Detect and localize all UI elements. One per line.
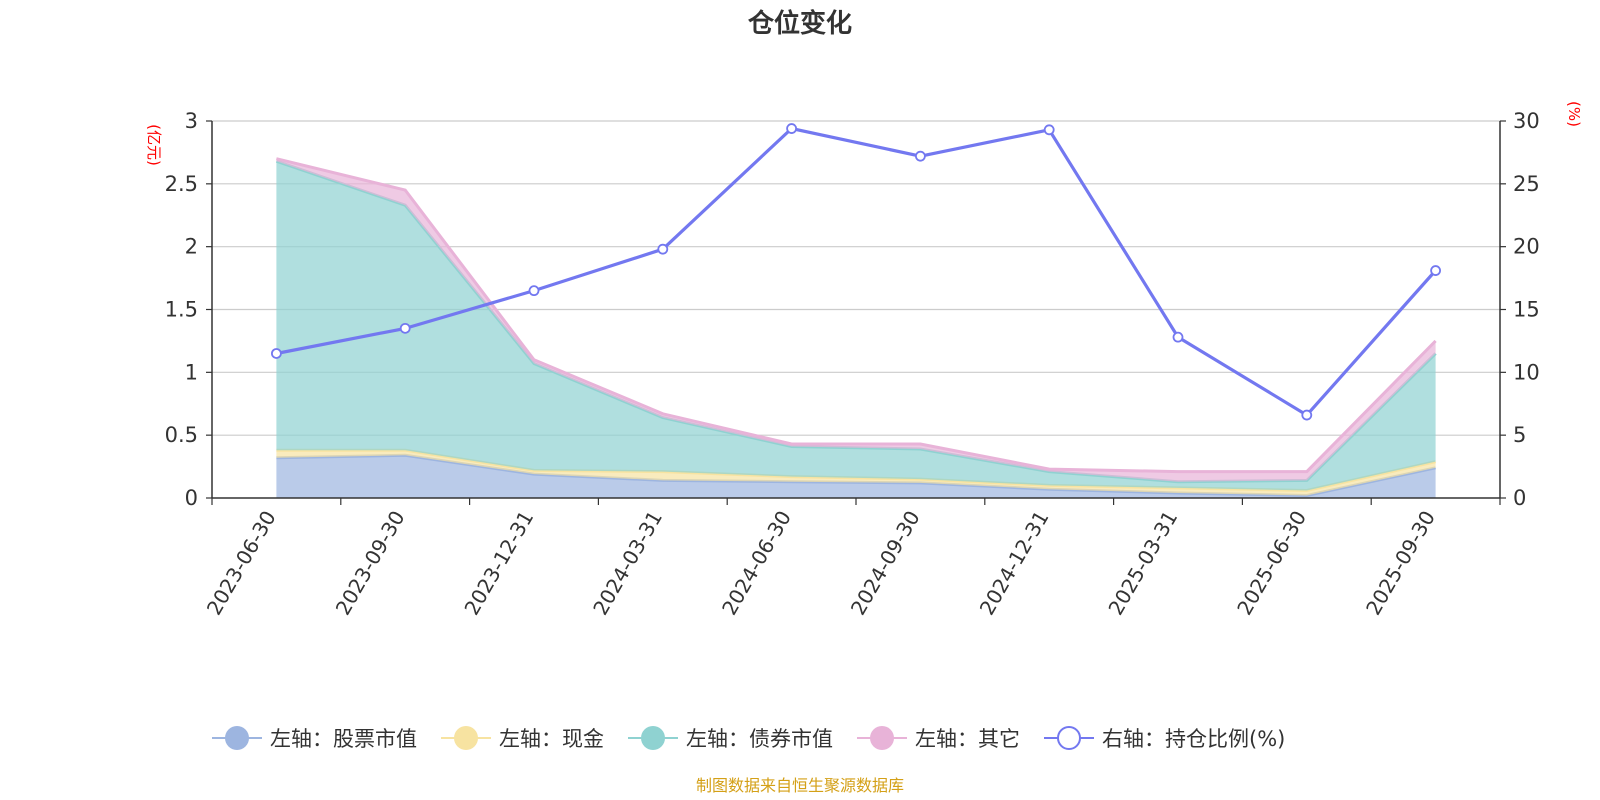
x-tick-label: 2024-12-31 bbox=[975, 507, 1054, 620]
ratio-line bbox=[270, 123, 1441, 421]
area-series-4 bbox=[276, 158, 1436, 482]
left-tick-label: 3 bbox=[185, 109, 198, 133]
legend-label: 左轴：股票市值 bbox=[270, 727, 417, 751]
area-series-2 bbox=[276, 450, 1436, 496]
ratio-point bbox=[270, 348, 282, 359]
legend-item-4[interactable]: 左轴：其它 bbox=[857, 726, 1020, 751]
left-tick-label: 2.5 bbox=[165, 172, 198, 196]
left-tick-label: 2 bbox=[185, 235, 198, 259]
area-series-4-edge bbox=[276, 157, 1437, 474]
left-tick-label: 0.5 bbox=[165, 423, 198, 447]
x-tick-label: 2025-03-31 bbox=[1103, 507, 1182, 620]
legend-item-2[interactable]: 左轴：现金 bbox=[441, 726, 604, 751]
legend: 左轴：股票市值 左轴：现金 左轴：债券市值 左轴：其它 右轴：持仓比例(%) bbox=[212, 726, 1285, 751]
legend-label: 左轴：债券市值 bbox=[686, 727, 833, 751]
right-tick-label: 30 bbox=[1513, 109, 1540, 133]
legend-marker bbox=[225, 726, 249, 750]
right-tick-label: 15 bbox=[1513, 298, 1540, 322]
ratio-point bbox=[915, 150, 926, 162]
ratio-point bbox=[1172, 331, 1184, 343]
x-tick-label: 2025-09-30 bbox=[1361, 507, 1440, 620]
x-tick-label: 2024-03-31 bbox=[588, 507, 667, 620]
ratio-point bbox=[399, 322, 411, 334]
left-axis-unit: (亿元) bbox=[145, 124, 163, 166]
x-tick-label: 2023-06-30 bbox=[202, 507, 281, 620]
legend-item-5[interactable]: 右轴：持仓比例(%) bbox=[1044, 726, 1285, 751]
ratio-line-path bbox=[276, 126, 1437, 417]
stacked-areas bbox=[275, 157, 1437, 498]
x-tick-label: 2024-09-30 bbox=[846, 507, 925, 620]
x-tick-label: 2024-06-30 bbox=[717, 507, 796, 620]
source-note: 制图数据来自恒生聚源数据库 bbox=[696, 776, 904, 795]
left-tick-label: 1.5 bbox=[165, 298, 198, 322]
ratio-point bbox=[657, 243, 669, 255]
legend-label: 左轴：其它 bbox=[915, 727, 1020, 751]
right-tick-label: 5 bbox=[1513, 423, 1526, 447]
x-tick-label: 2025-06-30 bbox=[1232, 507, 1311, 620]
chart-title: 仓位变化 bbox=[747, 8, 852, 39]
legend-marker bbox=[870, 726, 894, 750]
legend-label: 右轴：持仓比例(%) bbox=[1102, 727, 1285, 751]
ratio-point bbox=[528, 285, 540, 297]
ratio-point bbox=[786, 123, 797, 134]
right-axis-unit: (%) bbox=[1565, 101, 1583, 127]
legend-label: 左轴：现金 bbox=[499, 727, 604, 751]
legend-item-1[interactable]: 左轴：股票市值 bbox=[212, 726, 417, 751]
right-tick-label: 0 bbox=[1513, 486, 1526, 510]
x-tick-label: 2023-09-30 bbox=[331, 507, 410, 620]
legend-marker bbox=[641, 726, 665, 750]
ratio-point bbox=[1301, 409, 1313, 421]
ratio-point bbox=[1043, 124, 1055, 136]
area-series-3 bbox=[276, 161, 1436, 491]
right-tick-label: 10 bbox=[1513, 360, 1540, 384]
left-tick-label: 0 bbox=[185, 486, 198, 510]
x-tick-label: 2023-12-31 bbox=[459, 507, 538, 620]
ratio-point bbox=[1430, 265, 1441, 276]
legend-marker-hollow bbox=[1057, 726, 1081, 750]
left-tick-label: 1 bbox=[185, 360, 198, 384]
right-tick-label: 25 bbox=[1513, 172, 1540, 196]
area-series-1 bbox=[276, 455, 1436, 498]
legend-marker bbox=[454, 726, 478, 750]
legend-item-3[interactable]: 左轴：债券市值 bbox=[628, 726, 833, 751]
right-tick-label: 20 bbox=[1513, 235, 1540, 259]
